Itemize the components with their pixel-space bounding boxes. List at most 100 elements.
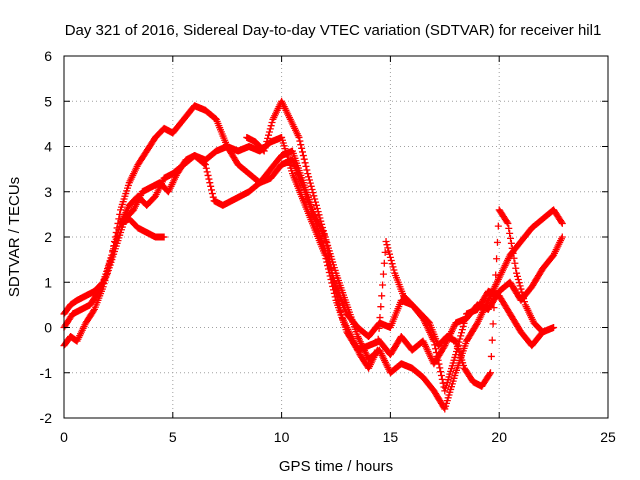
data-point	[488, 336, 496, 344]
data-point	[493, 238, 501, 246]
data-point	[506, 229, 514, 237]
data-point	[390, 266, 398, 274]
data-point	[538, 327, 546, 335]
data-point	[207, 182, 215, 190]
data-point	[263, 138, 271, 146]
data-point	[328, 269, 336, 277]
data-point	[458, 326, 466, 334]
y-tick-label: 3	[44, 184, 52, 200]
data-point	[307, 182, 315, 190]
data-point	[459, 322, 467, 330]
data-point	[266, 125, 274, 133]
data-point	[334, 296, 342, 304]
data-point	[205, 175, 213, 183]
data-point	[490, 304, 498, 312]
data-point	[514, 276, 522, 284]
data-point	[209, 193, 217, 201]
y-tick-labels: -2 -1 0 1 2 3 4 5 6	[40, 48, 53, 426]
data-point	[491, 287, 499, 295]
data-point	[319, 227, 327, 235]
data-point	[507, 239, 515, 247]
data-point	[208, 186, 216, 194]
data-point	[320, 230, 328, 238]
data-point	[267, 122, 275, 130]
data-point	[513, 272, 521, 280]
data-point	[389, 263, 397, 271]
data-point	[333, 293, 341, 301]
data-point	[387, 257, 395, 265]
data-point	[386, 250, 394, 258]
data-point	[460, 319, 468, 327]
y-tick-label: 2	[44, 229, 52, 245]
data-point	[268, 119, 276, 127]
data-point	[160, 233, 168, 241]
data-point	[315, 211, 323, 219]
data-point	[517, 285, 525, 293]
data-point	[116, 210, 124, 218]
data-point	[373, 346, 381, 354]
data-point	[374, 335, 382, 343]
data-point	[299, 152, 307, 160]
data-point	[260, 147, 268, 155]
data-point	[504, 219, 512, 227]
x-tick-label: 10	[274, 429, 290, 445]
data-point	[388, 260, 396, 268]
data-point	[206, 179, 214, 187]
data-point	[204, 171, 212, 179]
data-point	[508, 244, 516, 252]
data-point	[518, 288, 526, 296]
data-point	[486, 369, 494, 377]
data-point	[440, 343, 448, 351]
y-tick-label: 1	[44, 274, 52, 290]
data-point	[321, 233, 329, 241]
data-point	[438, 375, 446, 383]
data-point	[262, 141, 270, 149]
data-point	[516, 282, 524, 290]
data-point	[520, 298, 528, 306]
data-point	[313, 204, 321, 212]
data-point	[300, 155, 308, 163]
data-point	[311, 195, 319, 203]
data-point	[332, 285, 340, 293]
data-point	[308, 185, 316, 193]
data-point	[305, 176, 313, 184]
y-tick-label: 0	[44, 320, 52, 336]
x-tick-labels: 0 5 10 15 20 25	[60, 429, 616, 445]
data-point	[295, 133, 303, 141]
data-point	[302, 162, 310, 170]
data-point	[461, 316, 469, 324]
x-axis-title: GPS time / hours	[279, 458, 393, 475]
data-point	[296, 137, 304, 145]
data-point	[492, 271, 500, 279]
data-point	[437, 368, 445, 376]
data-point	[265, 131, 273, 139]
data-point	[380, 259, 388, 267]
data-point	[539, 328, 547, 336]
data-point	[264, 134, 272, 142]
y-tick-label: 5	[44, 93, 52, 109]
data-point	[298, 148, 306, 156]
data-point	[557, 218, 565, 226]
data-point	[337, 307, 345, 315]
series-4	[117, 97, 547, 390]
data-point	[440, 404, 448, 412]
data-point	[324, 247, 332, 255]
data-point	[304, 170, 312, 178]
data-point	[303, 166, 311, 174]
data-point	[298, 144, 306, 152]
data-point	[326, 260, 334, 268]
data-point	[115, 215, 123, 223]
data-point	[377, 303, 385, 311]
data-point	[509, 249, 517, 257]
data-point	[457, 332, 465, 340]
data-point	[332, 289, 340, 297]
data-point	[323, 242, 331, 250]
data-point	[505, 224, 513, 232]
data-point	[201, 161, 209, 169]
data-point	[436, 364, 444, 372]
y-axis-title: SDTVAR / TECUs	[6, 177, 23, 297]
data-point	[90, 307, 98, 315]
data-point	[306, 179, 314, 187]
chart-title: Day 321 of 2016, Sidereal Day-to-day VTE…	[65, 22, 602, 39]
data-point	[511, 259, 519, 267]
